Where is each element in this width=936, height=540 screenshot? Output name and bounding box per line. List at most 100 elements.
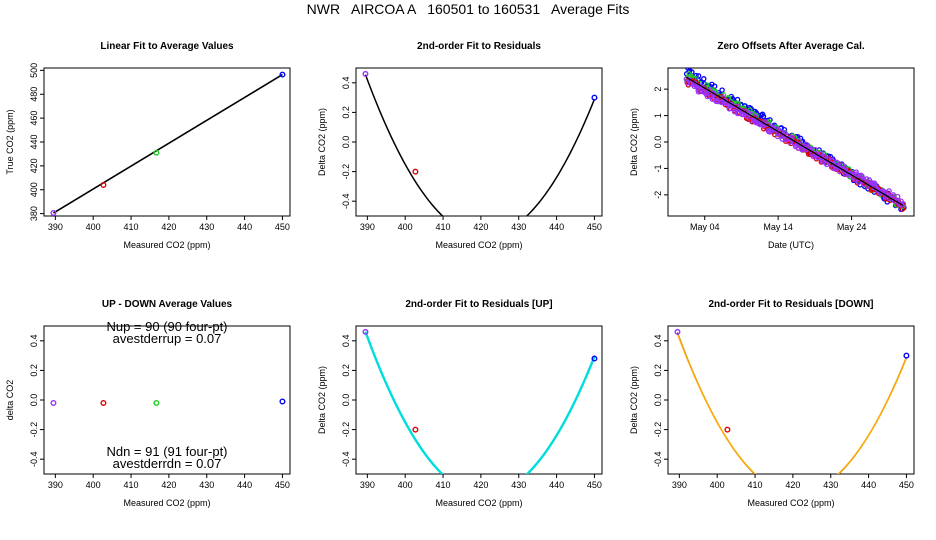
x-tick-label: 390 bbox=[48, 480, 63, 490]
y-tick-label: -0.2 bbox=[341, 164, 351, 180]
y-tick-label: 0.2 bbox=[29, 364, 39, 377]
x-axis-label: Measured CO2 (ppm) bbox=[747, 498, 834, 508]
blue-data-point bbox=[279, 398, 286, 405]
y-tick-label: 420 bbox=[29, 158, 39, 173]
y-tick-label: 460 bbox=[29, 111, 39, 126]
trend-line bbox=[686, 76, 904, 206]
x-tick-label: 450 bbox=[275, 222, 290, 232]
x-tick-label: 430 bbox=[823, 480, 838, 490]
residual-fit-up-chart: 2nd-order Fit to Residuals [UP] 390 400 410… bbox=[317, 299, 603, 508]
y-tick-label: 380 bbox=[29, 206, 39, 221]
x-tick-label: 410 bbox=[124, 480, 139, 490]
x-tick-label: 420 bbox=[161, 480, 176, 490]
chart-title: 2nd-order Fit to Residuals [UP] bbox=[405, 299, 552, 310]
y-tick-label: 0.4 bbox=[341, 77, 351, 90]
red-data-point bbox=[100, 181, 107, 188]
x-axis-label: Measured CO2 (ppm) bbox=[123, 498, 210, 508]
y-tick-label: -0.4 bbox=[653, 451, 663, 467]
y-tick-label: -1 bbox=[653, 164, 663, 172]
purple-series-point bbox=[890, 192, 897, 198]
blue-series-point bbox=[760, 113, 767, 120]
x-tick-label: 400 bbox=[86, 222, 101, 232]
y-tick-label: 0.2 bbox=[341, 364, 351, 377]
x-tick-label: 400 bbox=[710, 480, 725, 490]
y-axis-label: Delta CO2 (ppm) bbox=[629, 366, 639, 434]
y-tick-label: 400 bbox=[29, 182, 39, 197]
y-tick-label: -0.2 bbox=[29, 422, 39, 438]
x-tick-label: 390 bbox=[360, 480, 375, 490]
y-tick-label: 0.0 bbox=[29, 394, 39, 407]
y-axis-label: delta CO2 bbox=[5, 380, 15, 421]
red-data-point bbox=[100, 399, 107, 406]
y-tick-label: 0.4 bbox=[341, 335, 351, 348]
x-tick-label: 430 bbox=[511, 480, 526, 490]
stat-annotation: Nup = 90 (90 four-pt) bbox=[106, 319, 227, 334]
purple-series-point bbox=[855, 179, 862, 186]
x-tick-label: 410 bbox=[124, 222, 139, 232]
x-tick-label: 410 bbox=[748, 480, 763, 490]
x-tick-label: 400 bbox=[398, 480, 413, 490]
blue-data-point bbox=[903, 352, 910, 359]
x-tick-label: 450 bbox=[275, 480, 290, 490]
y-tick-label: 0.0 bbox=[653, 394, 663, 407]
black-fit-curve bbox=[364, 74, 596, 216]
x-tick-label: 440 bbox=[237, 222, 252, 232]
residual-fit-down-chart: 2nd-order Fit to Residuals [DOWN] 390 400 4… bbox=[629, 299, 915, 508]
blue-series-point bbox=[719, 87, 725, 93]
purple-series-point bbox=[744, 113, 751, 119]
x-tick-label: 430 bbox=[511, 222, 526, 232]
y-tick-label: -0.4 bbox=[341, 451, 351, 467]
y-tick-label: 0.0 bbox=[341, 394, 351, 407]
y-tick-label: -0.2 bbox=[341, 422, 351, 438]
x-axis-label: Measured CO2 (ppm) bbox=[435, 240, 522, 250]
stat-annotation: avestderrup = 0.07 bbox=[113, 331, 222, 346]
purple-data-point bbox=[50, 210, 57, 217]
purple-series-point bbox=[822, 156, 829, 162]
purple-series-point bbox=[886, 188, 892, 194]
purple-data-point bbox=[674, 328, 681, 335]
y-tick-label: 0.0 bbox=[653, 136, 663, 149]
chart-title: 2nd-order Fit to Residuals [DOWN] bbox=[709, 299, 874, 310]
y-tick-label: 0.4 bbox=[653, 335, 663, 348]
stat-annotation: avestderrdn = 0.07 bbox=[113, 456, 222, 471]
x-tick-label: 410 bbox=[436, 480, 451, 490]
blue-data-point bbox=[591, 94, 598, 101]
green-series-point bbox=[704, 82, 710, 88]
zero-offsets-chart: Zero Offsets After Average Cal. May 04 May… bbox=[629, 41, 915, 250]
y-tick-label: 440 bbox=[29, 134, 39, 149]
x-tick-label: 440 bbox=[549, 480, 564, 490]
purple-data-point bbox=[50, 399, 57, 406]
x-tick-label: 420 bbox=[473, 222, 488, 232]
blue-data-point bbox=[591, 355, 598, 362]
purple-series-point bbox=[709, 96, 716, 102]
plot-area bbox=[53, 73, 283, 214]
purple-series-point bbox=[699, 84, 705, 90]
y-tick-label: 2 bbox=[653, 87, 663, 92]
purple-series-point bbox=[834, 159, 840, 166]
y-axis-label: Delta CO2 (ppm) bbox=[317, 108, 327, 176]
y-axis-label: Delta CO2 (ppm) bbox=[317, 366, 327, 434]
x-axis-label: Measured CO2 (ppm) bbox=[435, 498, 522, 508]
purple-series-point bbox=[835, 164, 841, 170]
x-tick-label: 390 bbox=[672, 480, 687, 490]
purple-series-point bbox=[815, 152, 821, 158]
x-axis-label: Measured CO2 (ppm) bbox=[123, 240, 210, 250]
y-tick-label: -0.2 bbox=[653, 422, 663, 438]
plot-area bbox=[364, 331, 596, 474]
green-data-point bbox=[153, 149, 160, 156]
red-data-point bbox=[724, 426, 731, 433]
page-title: NWR AIRCOA A 160501 to 160531 Average Fi… bbox=[306, 1, 630, 17]
x-tick-label: 390 bbox=[48, 222, 63, 232]
purple-series-point bbox=[894, 193, 901, 200]
x-tick-label: 430 bbox=[199, 222, 214, 232]
y-tick-label: 480 bbox=[29, 87, 39, 102]
x-tick-label: 410 bbox=[436, 222, 451, 232]
x-tick-label: 450 bbox=[587, 222, 602, 232]
chart-title: UP - DOWN Average Values bbox=[102, 299, 233, 310]
x-tick-label: 450 bbox=[899, 480, 914, 490]
cyan-fit-curve bbox=[364, 331, 596, 474]
residual-fit-chart: 2nd-order Fit to Residuals 390 400 410 420 43… bbox=[317, 41, 603, 250]
purple-series-point bbox=[796, 137, 803, 144]
y-axis-label: Delta CO2 (ppm) bbox=[629, 108, 639, 176]
green-data-point bbox=[153, 399, 160, 406]
